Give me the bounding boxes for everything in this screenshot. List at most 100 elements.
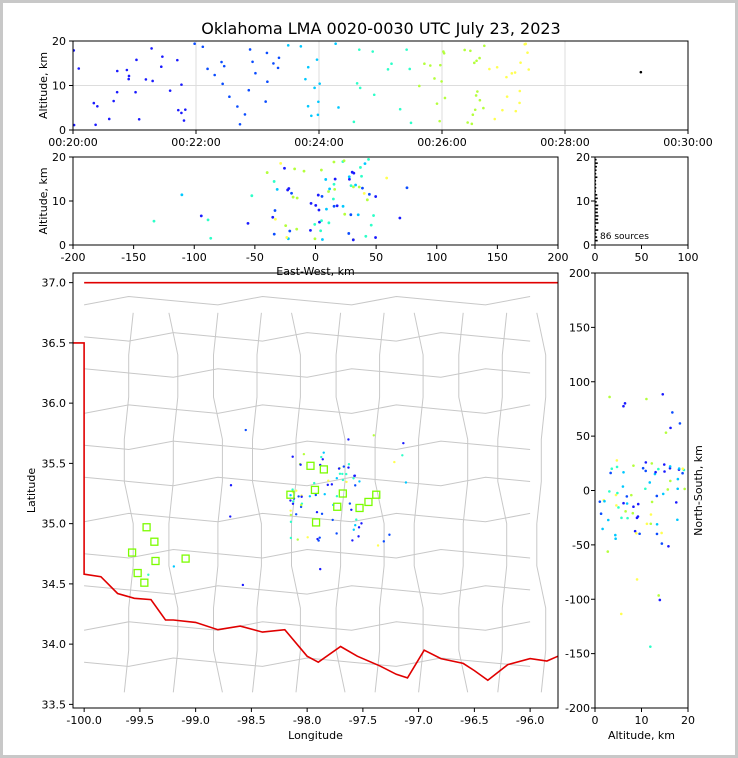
source-point <box>289 494 292 497</box>
source-point <box>159 65 163 69</box>
y-tick-label: 34.5 <box>42 578 67 591</box>
source-point <box>92 101 96 105</box>
lma-station-marker <box>364 497 373 507</box>
x-tick-label: 10 <box>635 714 649 727</box>
county-boundary <box>84 404 531 414</box>
source-point <box>364 234 368 238</box>
source-point <box>349 213 353 217</box>
source-point <box>363 162 367 166</box>
x-tick-label: 00:22:00 <box>171 136 220 149</box>
plot-frame <box>72 156 559 246</box>
source-point <box>352 120 356 124</box>
source-point <box>314 203 318 207</box>
lma-station-marker <box>338 489 347 498</box>
source-point <box>182 119 186 122</box>
source-point <box>354 484 357 487</box>
source-point <box>316 537 319 541</box>
plot-frame <box>594 272 689 709</box>
source-point <box>325 207 328 211</box>
source-point <box>668 479 672 483</box>
source-point <box>476 90 479 93</box>
source-point <box>635 578 639 581</box>
source-point <box>495 65 499 69</box>
source-point <box>614 533 617 537</box>
source-point <box>333 187 337 191</box>
source-point <box>617 506 620 509</box>
lma-station-marker <box>133 568 142 578</box>
county-boundary <box>84 657 531 667</box>
source-point <box>289 499 292 502</box>
lma-station-marker <box>372 490 381 499</box>
source-point <box>107 117 111 121</box>
source-point <box>337 106 340 109</box>
figure-canvas: Oklahoma LMA 0020-0030 UTC July 23, 2023… <box>25 19 713 742</box>
source-point <box>408 67 412 71</box>
source-point <box>331 518 334 522</box>
source-point <box>168 89 172 92</box>
source-point <box>429 64 432 67</box>
source-point <box>382 540 386 543</box>
county-boundary <box>84 440 531 451</box>
source-point <box>323 493 326 496</box>
source-point <box>386 68 390 71</box>
source-point <box>317 100 320 104</box>
x-tick-label: -98.5 <box>237 714 265 727</box>
source-point <box>308 495 312 498</box>
source-point <box>405 48 408 51</box>
x-tick-label: 100 <box>426 251 447 264</box>
source-point <box>332 182 336 186</box>
source-point <box>619 612 623 616</box>
source-point <box>320 455 323 459</box>
source-point <box>137 117 141 121</box>
x-tick-label: -96.0 <box>516 714 544 727</box>
source-point <box>342 465 346 468</box>
source-point <box>367 192 371 196</box>
source-point <box>475 59 478 63</box>
y-tick-label: 0 <box>59 124 66 137</box>
source-point <box>661 392 665 396</box>
source-point <box>518 89 522 93</box>
source-point <box>622 404 625 408</box>
source-point <box>348 502 352 505</box>
lma-station-marker <box>181 554 190 563</box>
source-point <box>291 488 294 491</box>
source-point <box>292 500 295 503</box>
source-point <box>357 526 361 529</box>
y-axis-label: Altitude, km <box>37 167 50 234</box>
source-point <box>289 509 292 512</box>
y-tick-label: 37.0 <box>42 277 67 290</box>
source-point <box>297 495 300 498</box>
x-tick-label: 200 <box>548 251 569 264</box>
source-point <box>501 108 504 112</box>
source-point <box>433 77 436 80</box>
x-tick-label: -99.0 <box>181 714 209 727</box>
source-point <box>273 217 277 221</box>
y-tick-label: 0 <box>583 485 590 498</box>
source-point <box>649 522 653 526</box>
y-tick-label: -150 <box>565 648 590 661</box>
source-point <box>180 193 184 197</box>
county-boundary <box>84 295 531 306</box>
source-point <box>319 229 323 233</box>
y-tick-label: 10 <box>52 80 66 93</box>
source-point <box>372 434 375 437</box>
source-point <box>309 201 313 205</box>
source-point <box>463 48 466 52</box>
y-tick-label: 33.5 <box>42 698 67 711</box>
x-tick-label: 50 <box>369 251 383 264</box>
source-point <box>289 520 293 524</box>
source-point <box>333 177 337 181</box>
source-point <box>514 109 518 113</box>
source-point <box>626 516 629 520</box>
source-point <box>318 82 321 85</box>
source-point <box>645 522 649 526</box>
source-point <box>423 62 426 66</box>
source-point <box>614 537 617 541</box>
source-point <box>358 480 361 483</box>
source-point <box>335 532 338 535</box>
y-axis-label: Latitude <box>25 468 38 514</box>
lma-station-marker <box>150 537 159 546</box>
source-point <box>264 100 267 103</box>
source-point <box>608 395 611 399</box>
source-point <box>327 221 331 225</box>
